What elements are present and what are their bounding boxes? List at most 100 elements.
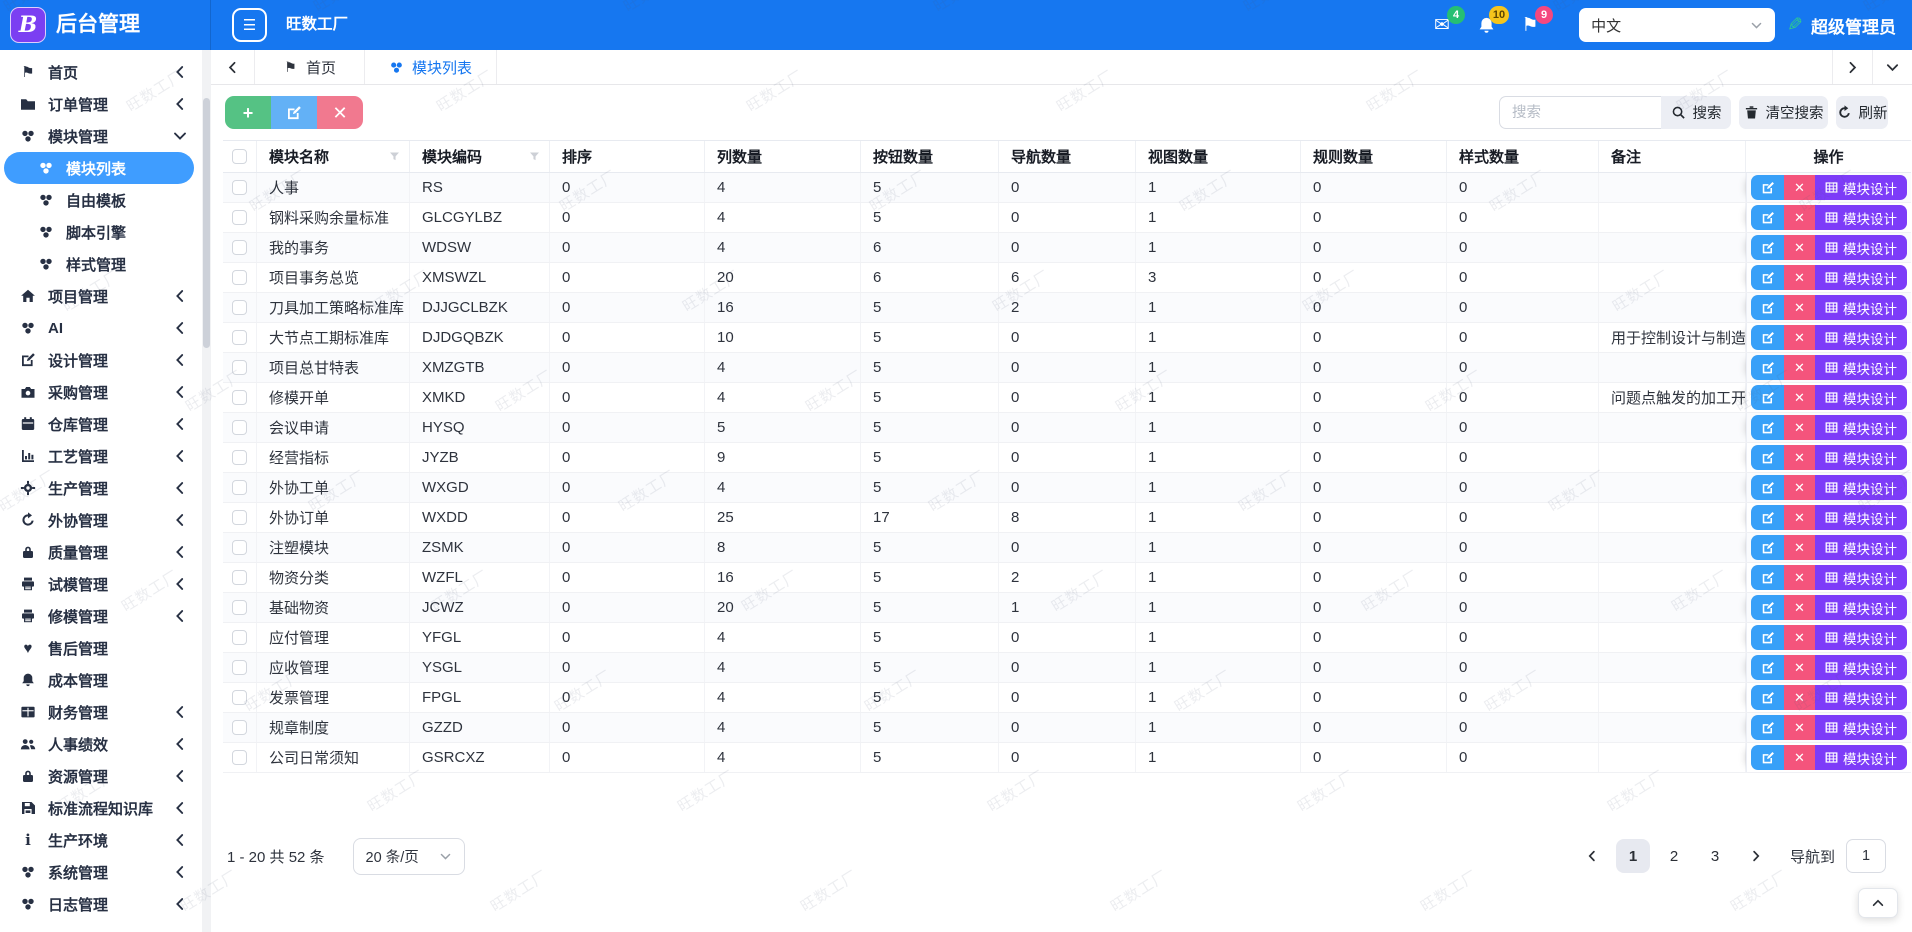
row-module-design-button[interactable]: 模块设计 (1815, 535, 1907, 560)
sidebar-item-11[interactable]: 采购管理 (0, 376, 202, 408)
page-button-2[interactable]: 2 (1657, 839, 1691, 873)
row-module-design-button[interactable]: 模块设计 (1815, 505, 1907, 530)
row-delete-button[interactable]: ✕ (1784, 325, 1815, 350)
funnel-icon[interactable] (528, 150, 541, 163)
tabs-scroll-right-button[interactable] (1832, 50, 1872, 84)
tab-2[interactable]: 模块列表 (365, 50, 498, 84)
row-checkbox[interactable] (232, 480, 247, 495)
row-edit-button[interactable] (1751, 325, 1784, 350)
edit-button[interactable] (271, 96, 317, 129)
add-button[interactable]: + (225, 96, 271, 129)
tab-1[interactable]: ⚑ 首页 (255, 50, 365, 84)
row-edit-button[interactable] (1751, 475, 1784, 500)
sidebar-item-14[interactable]: 生产管理 (0, 472, 202, 504)
sidebar-item-9[interactable]: AI (0, 312, 202, 344)
row-edit-button[interactable] (1751, 535, 1784, 560)
sidebar-item-1[interactable]: ⚑ 首页 (0, 56, 202, 88)
row-checkbox[interactable] (232, 420, 247, 435)
sidebar-item-7[interactable]: 样式管理 (0, 248, 202, 280)
row-delete-button[interactable]: ✕ (1784, 565, 1815, 590)
row-edit-button[interactable] (1751, 175, 1784, 200)
sidebar-item-15[interactable]: 外协管理 (0, 504, 202, 536)
row-delete-button[interactable]: ✕ (1784, 445, 1815, 470)
sidebar-item-26[interactable]: 系统管理 (0, 856, 202, 888)
row-edit-button[interactable] (1751, 685, 1784, 710)
row-module-design-button[interactable]: 模块设计 (1815, 745, 1907, 770)
row-edit-button[interactable] (1751, 205, 1784, 230)
row-module-design-button[interactable]: 模块设计 (1815, 715, 1907, 740)
row-checkbox[interactable] (232, 690, 247, 705)
sidebar-scrollbar-thumb[interactable] (203, 98, 210, 348)
row-delete-button[interactable]: ✕ (1784, 295, 1815, 320)
row-module-design-button[interactable]: 模块设计 (1815, 625, 1907, 650)
row-delete-button[interactable]: ✕ (1784, 205, 1815, 230)
refresh-button[interactable]: 刷新 (1836, 96, 1888, 129)
row-module-design-button[interactable]: 模块设计 (1815, 565, 1907, 590)
row-delete-button[interactable]: ✕ (1784, 535, 1815, 560)
row-edit-button[interactable] (1751, 715, 1784, 740)
page-button-1[interactable]: 1 (1615, 839, 1650, 873)
sidebar-scrollbar[interactable] (202, 50, 211, 932)
page-button-3[interactable]: 3 (1698, 839, 1732, 873)
row-module-design-button[interactable]: 模块设计 (1815, 595, 1907, 620)
clear-search-button[interactable]: 清空搜索 (1739, 96, 1828, 129)
row-checkbox[interactable] (232, 270, 247, 285)
select-all-checkbox[interactable] (232, 149, 247, 164)
row-checkbox[interactable] (232, 180, 247, 195)
sidebar-item-3[interactable]: 模块管理 (0, 120, 202, 152)
row-edit-button[interactable] (1751, 265, 1784, 290)
delete-button[interactable]: ✕ (317, 96, 363, 129)
row-edit-button[interactable] (1751, 595, 1784, 620)
sidebar-item-8[interactable]: 项目管理 (0, 280, 202, 312)
messages-button[interactable]: ✉ 4 (1425, 6, 1466, 42)
row-edit-button[interactable] (1751, 295, 1784, 320)
row-checkbox[interactable] (232, 360, 247, 375)
sidebar-item-6[interactable]: 脚本引擎 (0, 216, 202, 248)
row-delete-button[interactable]: ✕ (1784, 415, 1815, 440)
row-delete-button[interactable]: ✕ (1784, 505, 1815, 530)
row-edit-button[interactable] (1751, 235, 1784, 260)
sidebar-item-18[interactable]: 修模管理 (0, 600, 202, 632)
tabs-menu-button[interactable] (1872, 50, 1912, 84)
row-module-design-button[interactable]: 模块设计 (1815, 265, 1907, 290)
row-checkbox[interactable] (232, 510, 247, 525)
next-page-button[interactable] (1739, 839, 1773, 873)
notifications-button[interactable]: 10 (1469, 6, 1510, 42)
row-edit-button[interactable] (1751, 385, 1784, 410)
sidebar-item-2[interactable]: 订单管理 (0, 88, 202, 120)
back-to-top-button[interactable] (1858, 888, 1898, 918)
row-delete-button[interactable]: ✕ (1784, 175, 1815, 200)
sidebar-item-24[interactable]: 标准流程知识库 (0, 792, 202, 824)
row-delete-button[interactable]: ✕ (1784, 265, 1815, 290)
row-module-design-button[interactable]: 模块设计 (1815, 325, 1907, 350)
sidebar-item-17[interactable]: 试模管理 (0, 568, 202, 600)
row-delete-button[interactable]: ✕ (1784, 685, 1815, 710)
row-module-design-button[interactable]: 模块设计 (1815, 355, 1907, 380)
row-module-design-button[interactable]: 模块设计 (1815, 295, 1907, 320)
sidebar-item-20[interactable]: 成本管理 (0, 664, 202, 696)
row-delete-button[interactable]: ✕ (1784, 235, 1815, 260)
sidebar-item-12[interactable]: 仓库管理 (0, 408, 202, 440)
row-module-design-button[interactable]: 模块设计 (1815, 415, 1907, 440)
row-checkbox[interactable] (232, 750, 247, 765)
row-module-design-button[interactable]: 模块设计 (1815, 655, 1907, 680)
row-delete-button[interactable]: ✕ (1784, 355, 1815, 380)
sidebar-item-13[interactable]: 工艺管理 (0, 440, 202, 472)
sidebar-item-25[interactable]: i 生产环境 (0, 824, 202, 856)
row-checkbox[interactable] (232, 660, 247, 675)
sidebar-item-22[interactable]: 人事绩效 (0, 728, 202, 760)
row-checkbox[interactable] (232, 330, 247, 345)
page-size-select[interactable]: 20 条/页 (352, 837, 465, 875)
edit-profile-icon[interactable]: ✎ (1787, 14, 1803, 36)
row-delete-button[interactable]: ✕ (1784, 385, 1815, 410)
row-module-design-button[interactable]: 模块设计 (1815, 235, 1907, 260)
row-checkbox[interactable] (232, 210, 247, 225)
row-edit-button[interactable] (1751, 505, 1784, 530)
row-module-design-button[interactable]: 模块设计 (1815, 385, 1907, 410)
row-module-design-button[interactable]: 模块设计 (1815, 175, 1907, 200)
row-edit-button[interactable] (1751, 415, 1784, 440)
row-checkbox[interactable] (232, 390, 247, 405)
row-edit-button[interactable] (1751, 745, 1784, 770)
sidebar-item-10[interactable]: 设计管理 (0, 344, 202, 376)
goto-page-input[interactable] (1846, 839, 1886, 873)
